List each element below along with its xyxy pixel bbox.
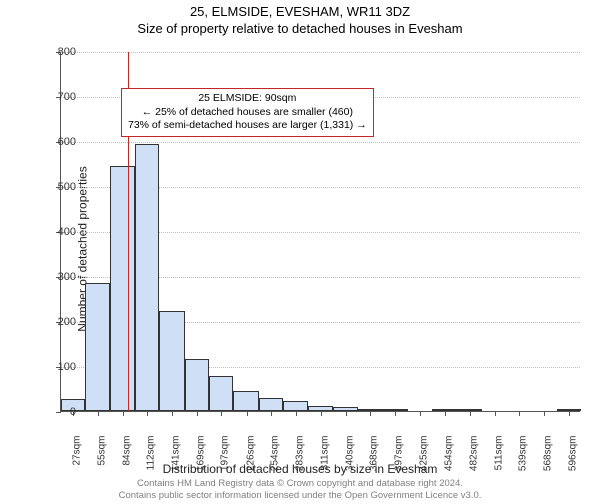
histogram-bar <box>209 376 233 411</box>
ytick-label: 400 <box>44 226 76 238</box>
page-title-subtitle: Size of property relative to detached ho… <box>0 21 600 36</box>
footer-line-1: Contains HM Land Registry data © Crown c… <box>0 478 600 490</box>
xtick-mark <box>221 411 222 416</box>
xtick-mark <box>296 411 297 416</box>
x-axis-label: Distribution of detached houses by size … <box>0 462 600 476</box>
histogram-bar <box>159 311 184 411</box>
xtick-mark <box>98 411 99 416</box>
xtick-mark <box>197 411 198 416</box>
histogram-bar <box>233 391 258 411</box>
xtick-mark <box>321 411 322 416</box>
xtick-mark <box>544 411 545 416</box>
xtick-mark <box>569 411 570 416</box>
page-title-address: 25, ELMSIDE, EVESHAM, WR11 3DZ <box>0 4 600 19</box>
annotation-line: 73% of semi-detached houses are larger (… <box>128 119 367 133</box>
ytick-label: 600 <box>44 136 76 148</box>
histogram-bar <box>185 359 209 411</box>
annotation-line: 25 ELMSIDE: 90sqm <box>128 92 367 106</box>
ytick-label: 100 <box>44 361 76 373</box>
xtick-mark <box>470 411 471 416</box>
grid-line <box>61 52 580 53</box>
xtick-mark <box>271 411 272 416</box>
annotation-line: ← 25% of detached houses are smaller (46… <box>128 106 367 120</box>
xtick-mark <box>519 411 520 416</box>
histogram-bar <box>283 401 308 411</box>
xtick-mark <box>420 411 421 416</box>
ytick-label: 0 <box>44 406 76 418</box>
plot-area: 25 ELMSIDE: 90sqm← 25% of detached house… <box>60 52 580 412</box>
attribution-footer: Contains HM Land Registry data © Crown c… <box>0 478 600 502</box>
ytick-label: 300 <box>44 271 76 283</box>
histogram-bar <box>85 283 109 411</box>
xtick-mark <box>495 411 496 416</box>
annotation-box: 25 ELMSIDE: 90sqm← 25% of detached house… <box>121 88 374 137</box>
chart-container: Number of detached properties 25 ELMSIDE… <box>0 44 600 454</box>
histogram-bar <box>110 166 135 411</box>
ytick-label: 500 <box>44 181 76 193</box>
histogram-bar <box>259 398 283 411</box>
xtick-mark <box>346 411 347 416</box>
ytick-label: 200 <box>44 316 76 328</box>
footer-line-2: Contains public sector information licen… <box>0 490 600 502</box>
xtick-mark <box>445 411 446 416</box>
xtick-mark <box>395 411 396 416</box>
xtick-mark <box>147 411 148 416</box>
histogram-bar <box>135 144 159 411</box>
xtick-mark <box>172 411 173 416</box>
xtick-mark <box>123 411 124 416</box>
xtick-mark <box>247 411 248 416</box>
ytick-label: 700 <box>44 91 76 103</box>
ytick-label: 800 <box>44 46 76 58</box>
xtick-mark <box>370 411 371 416</box>
